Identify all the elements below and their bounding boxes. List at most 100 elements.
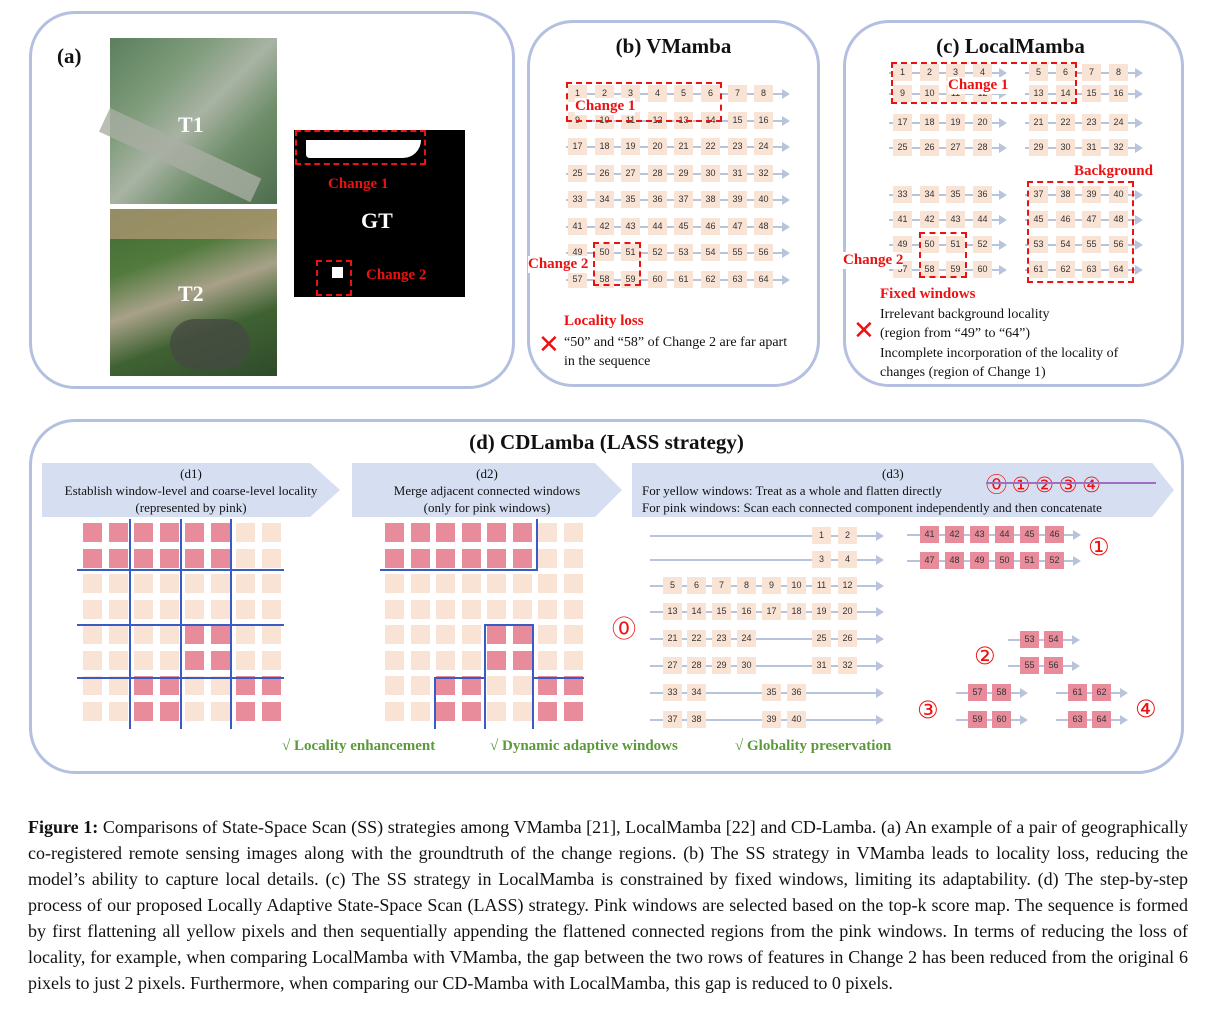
grid-cell: 29 — [1029, 139, 1048, 156]
yellow-cell — [185, 676, 204, 695]
pink-window-cell — [134, 676, 153, 695]
pink-cell: 59 — [968, 711, 987, 728]
yellow-cell: 14 — [687, 603, 706, 620]
grid-cell: 6 — [701, 85, 720, 102]
pink-window-cell — [462, 702, 481, 721]
pink-cell: 57 — [968, 684, 987, 701]
grid-cell: 1 — [893, 64, 912, 81]
order-0-mark: ⓪ — [612, 615, 636, 643]
grid-cell: 61 — [674, 271, 693, 288]
grid-cell: 48 — [754, 218, 773, 235]
grid-cell: 45 — [674, 218, 693, 235]
scan-arrow — [889, 265, 1007, 275]
grid-cell: 48 — [1109, 211, 1128, 228]
yellow-cell — [160, 625, 179, 644]
order-1-mark: ① — [1088, 533, 1110, 561]
yellow-cell — [236, 625, 255, 644]
yellow-cell: 7 — [712, 577, 731, 594]
d1-label: (d1) — [180, 466, 202, 481]
yellow-cell: 34 — [687, 684, 706, 701]
yellow-cell — [513, 676, 532, 695]
change1-mask — [306, 140, 421, 158]
grid-cell: 43 — [946, 211, 965, 228]
panel-a-label: (a) — [57, 44, 82, 68]
d3-label: (d3) — [882, 466, 904, 481]
grid-cell: 4 — [973, 64, 992, 81]
scan-arrow — [956, 715, 1028, 725]
yellow-cell — [134, 600, 153, 619]
grid-cell: 55 — [1082, 236, 1101, 253]
grid-cell: 21 — [674, 138, 693, 155]
scan-arrow — [956, 688, 1028, 698]
grid-cell: 29 — [674, 165, 693, 182]
scan-arrow — [1025, 215, 1143, 225]
vmamba-change2-label: Change 2 — [528, 256, 589, 273]
yellow-cell: 17 — [762, 603, 781, 620]
yellow-cell — [385, 600, 404, 619]
grid-cell: 33 — [893, 186, 912, 203]
grid-cell: 20 — [973, 114, 992, 131]
d1-banner: (d1) Establish window-level and coarse-l… — [42, 463, 340, 517]
yellow-cell — [411, 625, 430, 644]
localmamba-change2-label: Change 2 — [843, 252, 904, 269]
d2-label: (d2) — [476, 466, 498, 481]
yellow-cell: 31 — [812, 657, 831, 674]
d1-line2: (represented by pink) — [135, 500, 247, 515]
yellow-cell: 32 — [838, 657, 857, 674]
grid-cell: 20 — [648, 138, 667, 155]
yellow-cell — [236, 574, 255, 593]
pink-window-cell — [385, 549, 404, 568]
yellow-cell: 6 — [687, 577, 706, 594]
pink-cell: 60 — [992, 711, 1011, 728]
pink-window-cell — [185, 549, 204, 568]
grid-cell: 19 — [946, 114, 965, 131]
scan-arrow — [889, 118, 1007, 128]
grid-cell: 41 — [568, 218, 587, 235]
d3-line1: For yellow windows: Treat as a whole and… — [642, 483, 943, 498]
window-boundary — [129, 519, 131, 729]
grid-cell: 47 — [1082, 211, 1101, 228]
grid-cell: 25 — [568, 165, 587, 182]
grid-cell: 39 — [728, 191, 747, 208]
grid-cell: 28 — [973, 139, 992, 156]
scan-arrow — [1008, 661, 1080, 671]
yellow-cell — [211, 702, 230, 721]
grid-cell: 4 — [648, 85, 667, 102]
grid-cell: 23 — [728, 138, 747, 155]
grid-cell: 17 — [893, 114, 912, 131]
order-4-mark: ④ — [1135, 695, 1157, 723]
yellow-cell: 4 — [838, 551, 857, 568]
grid-cell: 3 — [946, 64, 965, 81]
grid-cell: 35 — [946, 186, 965, 203]
grid-cell: 45 — [1029, 211, 1048, 228]
locality-loss-text: “50” and “58” of Change 2 are far apart … — [564, 335, 788, 369]
grid-cell: 63 — [1082, 261, 1101, 278]
yellow-cell: 39 — [762, 711, 781, 728]
pink-cell: 61 — [1068, 684, 1087, 701]
change2-mask — [332, 267, 343, 278]
t2-image: T2 — [110, 209, 277, 376]
scan-arrow — [650, 555, 884, 565]
grid-cell: 36 — [973, 186, 992, 203]
yellow-cell: 22 — [687, 630, 706, 647]
window-boundary — [484, 624, 486, 679]
grid-cell: 53 — [1029, 236, 1048, 253]
grid-cell: 32 — [1109, 139, 1128, 156]
yellow-cell — [385, 676, 404, 695]
yellow-cell: 40 — [787, 711, 806, 728]
grid-cell: 43 — [621, 218, 640, 235]
pink-cell: 55 — [1020, 657, 1039, 674]
pink-window-cell — [436, 549, 455, 568]
grid-cell: 30 — [1056, 139, 1075, 156]
pink-window-cell — [211, 651, 230, 670]
grid-cell: 50 — [595, 244, 614, 261]
yellow-cell: 24 — [737, 630, 756, 647]
grid-cell: 23 — [1082, 114, 1101, 131]
yellow-cell: 26 — [838, 630, 857, 647]
scan-arrow — [1008, 635, 1080, 645]
yellow-cell: 19 — [812, 603, 831, 620]
grid-cell: 52 — [973, 236, 992, 253]
cross-icon-c: ✕ — [853, 316, 875, 346]
yellow-cell: 18 — [787, 603, 806, 620]
yellow-cell — [411, 702, 430, 721]
